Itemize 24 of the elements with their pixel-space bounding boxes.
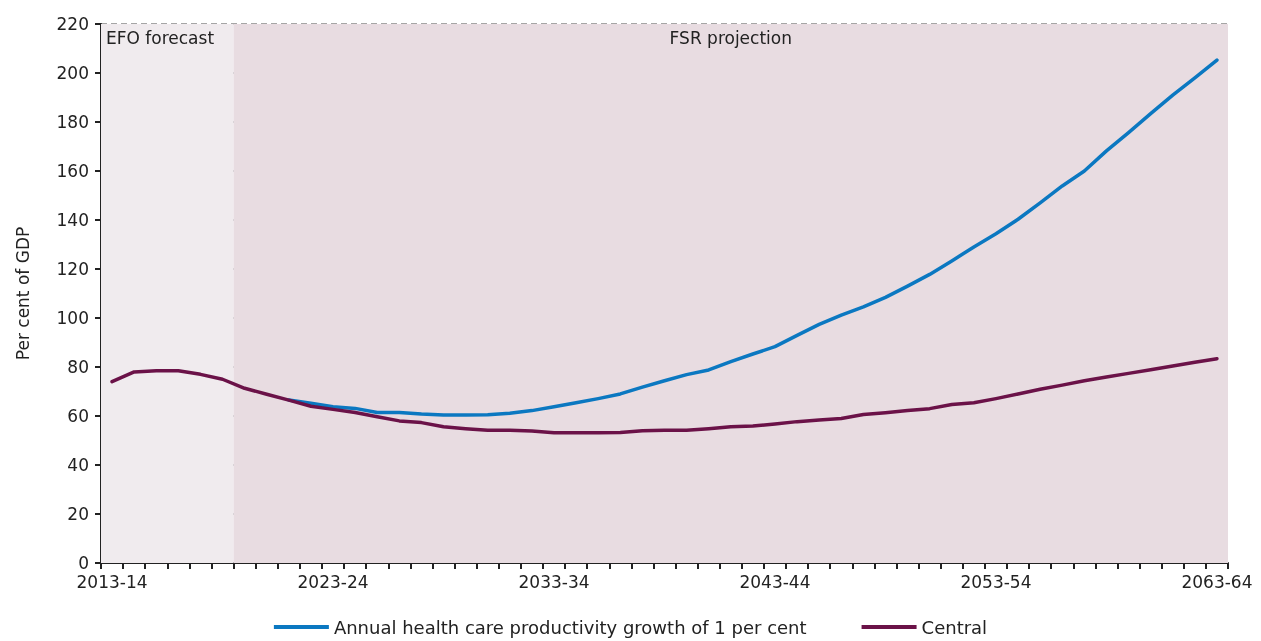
x-tick-label: 2033-34 [518,571,590,592]
y-tick-label: 180 [56,112,89,132]
y-tick-label: 160 [56,161,89,181]
y-axis-title: Per cent of GDP [12,226,33,361]
y-tick-label: 40 [67,455,89,475]
y-tick-label: 120 [56,259,89,279]
line-series [110,356,1219,435]
legend-label: Annual health care productivity growth of 1 per cent [333,616,807,638]
y-tick-label: 100 [56,308,89,328]
y-tick-label: 140 [56,210,89,230]
x-tick-label: 2023-24 [297,571,369,592]
y-tick-label: 220 [56,14,89,34]
y-tick-label: 80 [67,357,89,377]
annotation: FSR projection [669,27,792,48]
y-tick-label: 60 [67,406,89,426]
x-tick-label: 2013-14 [76,571,148,592]
y-tick-label: 200 [56,63,89,83]
x-tick-label: 2043-44 [739,571,811,592]
y-tick-label: 0 [78,553,89,573]
legend-label: Central [921,616,988,638]
y-tick-label: 20 [67,504,89,524]
x-tick-label: 2063-64 [1181,571,1253,592]
x-tick-label: 2053-54 [960,571,1032,592]
annotation: EFO forecast [106,27,215,48]
